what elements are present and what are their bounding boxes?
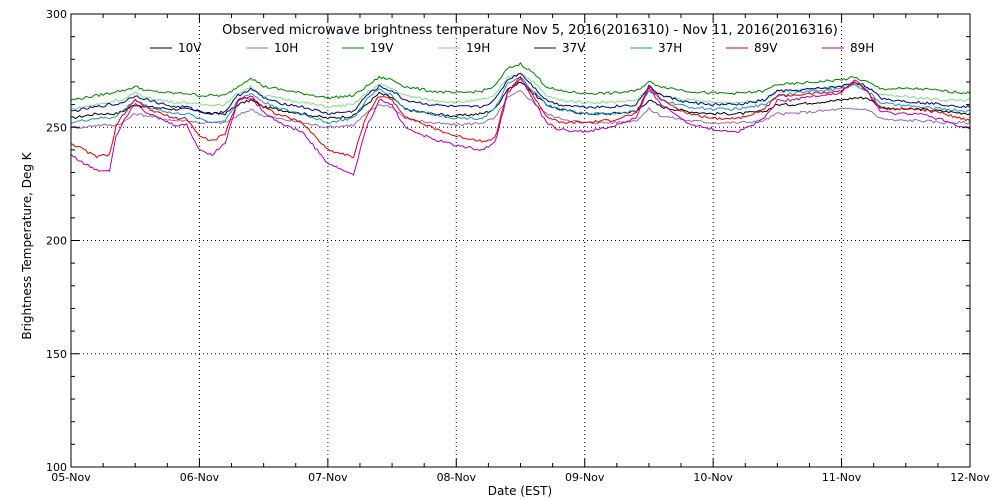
x-tick-label: 05-Nov bbox=[51, 471, 91, 484]
x-tick-label: 07-Nov bbox=[308, 471, 348, 484]
series-line-10h bbox=[70, 90, 971, 129]
legend: 10V 10H 19V 19H 37V 37H 89V 89H bbox=[150, 41, 874, 55]
series-lines bbox=[70, 62, 971, 176]
series-line-89v bbox=[70, 76, 971, 159]
series-line-10v bbox=[70, 81, 971, 120]
legend-label-37v: 37V bbox=[562, 41, 586, 55]
chart-title: Observed microwave brightness temperatur… bbox=[222, 23, 838, 38]
y-tick-label: 150 bbox=[46, 348, 67, 361]
y-tick-label: 200 bbox=[46, 235, 67, 248]
series-line-19v bbox=[70, 62, 971, 101]
x-tick-label: 12-Nov bbox=[950, 471, 990, 484]
x-tick-label: 08-Nov bbox=[437, 471, 477, 484]
series-line-89h bbox=[70, 78, 971, 176]
x-tick-label: 06-Nov bbox=[180, 471, 220, 484]
x-tick-label: 09-Nov bbox=[565, 471, 605, 484]
axis-ticks: 100 150 200 250 300 05-Nov 06-Nov 07-Nov 08-Nov 0… bbox=[46, 8, 990, 484]
series-line-37v bbox=[70, 72, 971, 115]
legend-label-10v: 10V bbox=[178, 41, 202, 55]
y-tick-label: 300 bbox=[46, 8, 67, 21]
legend-label-10h: 10H bbox=[274, 41, 298, 55]
legend-label-19v: 19V bbox=[370, 41, 394, 55]
legend-label-89v: 89V bbox=[754, 41, 778, 55]
y-tick-label: 100 bbox=[46, 461, 67, 474]
legend-label-19h: 19H bbox=[466, 41, 490, 55]
y-axis-label: Brightness Temperature, Deg K bbox=[20, 151, 34, 339]
x-tick-label: 11-Nov bbox=[822, 471, 862, 484]
legend-label-37h: 37H bbox=[658, 41, 682, 55]
y-tick-label: 250 bbox=[46, 121, 67, 134]
legend-label-89h: 89H bbox=[850, 41, 874, 55]
x-axis-label: Date (EST) bbox=[488, 484, 552, 498]
x-tick-label: 10-Nov bbox=[693, 471, 733, 484]
